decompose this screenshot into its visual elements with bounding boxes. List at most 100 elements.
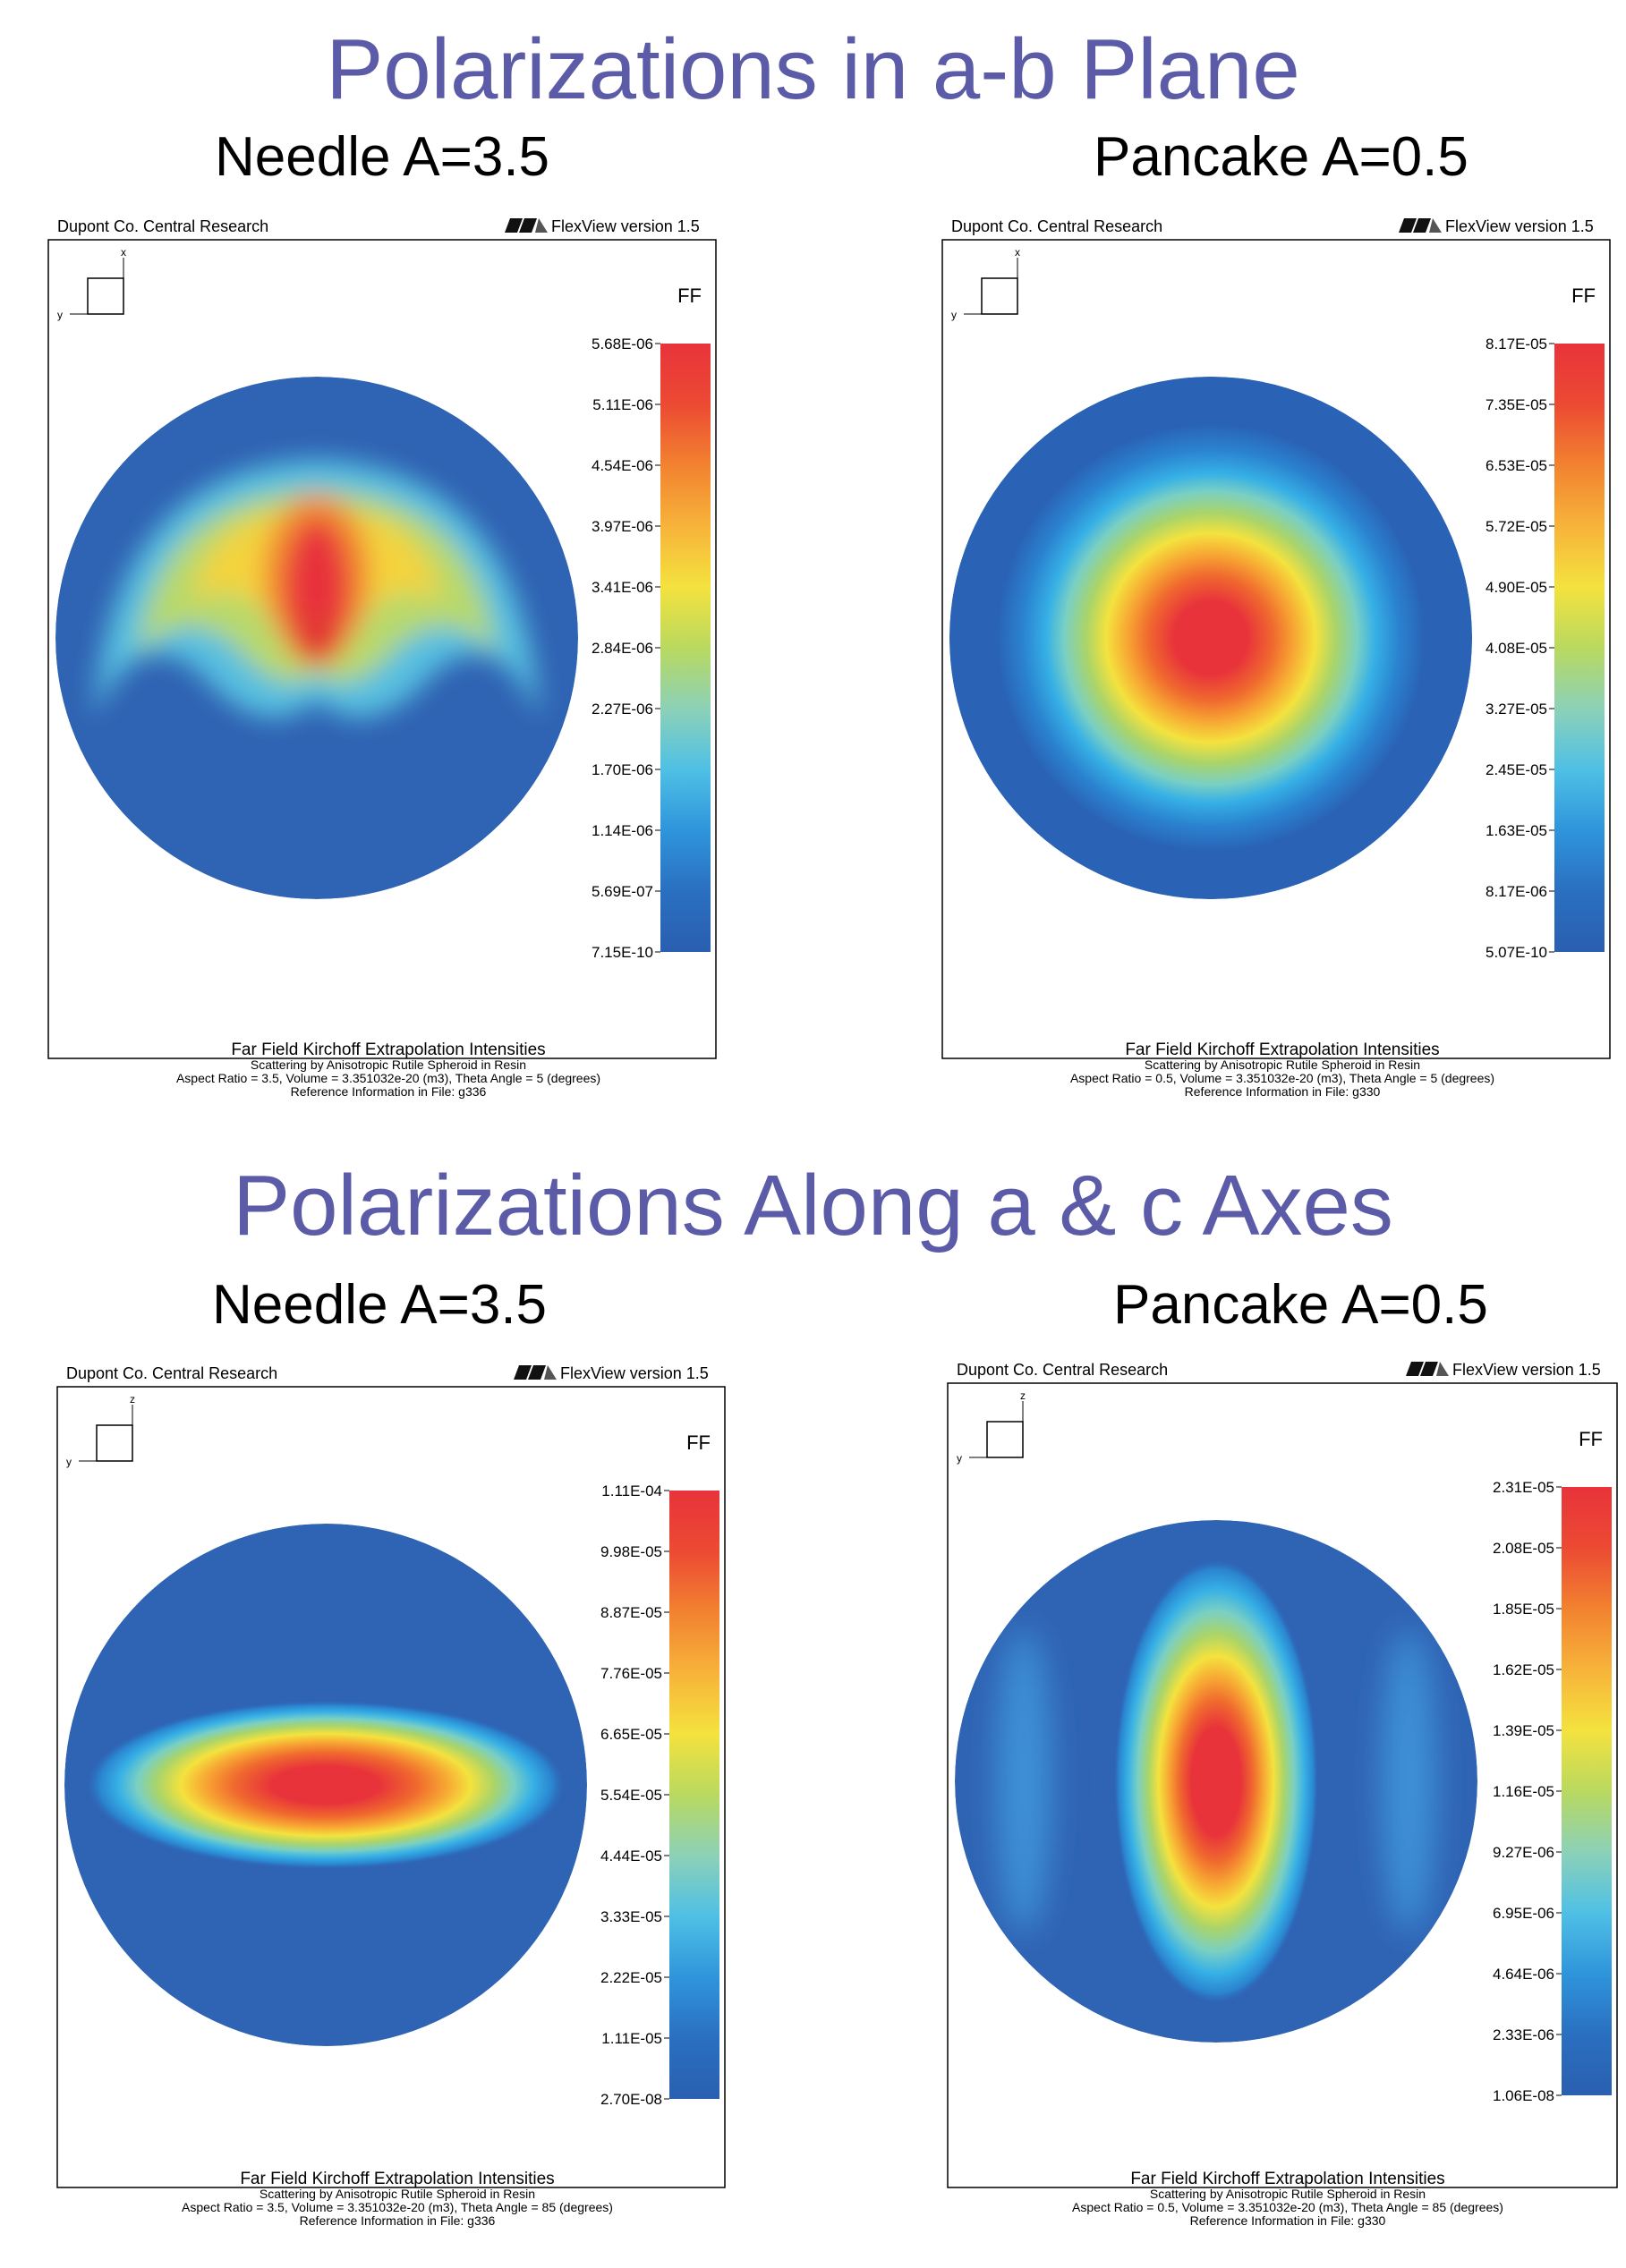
colorbar-tick-label: 6.95E-06 — [1493, 1905, 1554, 1922]
flexview-logo-icon — [1399, 218, 1442, 233]
plot-panel-needle-ac: Dupont Co. Central Research FlexView vers… — [56, 1364, 726, 2228]
footer-line-1: Scattering by Anisotropic Rutile Spheroi… — [1145, 1058, 1420, 1072]
section-title-ac: Polarizations Along a & c Axes — [233, 1158, 1393, 1253]
header-version: FlexView version 1.5 — [551, 217, 700, 235]
axis-triad-icon — [79, 1405, 133, 1462]
header-org: Dupont Co. Central Research — [957, 1361, 1168, 1379]
colorbar-tick-label: 1.14E-06 — [592, 822, 653, 839]
footer-line-3: Reference Information in File: g336 — [300, 2213, 496, 2228]
axis-horizontal-label: y — [951, 309, 957, 321]
header-org: Dupont Co. Central Research — [951, 217, 1162, 235]
colorbar-tick-label: 3.27E-05 — [1486, 701, 1547, 718]
footer-line-1: Scattering by Anisotropic Rutile Spheroi… — [260, 2187, 535, 2201]
colorbar-tick-label: 1.11E-05 — [601, 2030, 662, 2047]
axis-horizontal-label: y — [957, 1452, 962, 1465]
colorbar-tick-label: 7.35E-05 — [1486, 396, 1547, 413]
colorbar — [1554, 344, 1605, 952]
colorbar-tick-label: 9.98E-05 — [600, 1543, 662, 1560]
footer-title: Far Field Kirchoff Extrapolation Intensi… — [240, 2170, 554, 2188]
intensity-map — [955, 1520, 1477, 2043]
colorbar-tick-label: 1.39E-05 — [1493, 1722, 1554, 1739]
colorbar-tick-label: 2.45E-05 — [1486, 761, 1547, 778]
footer-title: Far Field Kirchoff Extrapolation Intensi… — [1125, 1041, 1439, 1059]
colorbar — [669, 1491, 719, 2099]
axis-horizontal-label: y — [57, 309, 63, 321]
plot-panel-pancake-ab: Dupont Co. Central Research FlexView vers… — [941, 217, 1611, 1099]
plot-panel-pancake-ac: Dupont Co. Central Research FlexView vers… — [947, 1361, 1618, 2228]
axis-horizontal-label: y — [66, 1456, 72, 1468]
colorbar-tick-label: 6.53E-05 — [1486, 457, 1547, 474]
footer-line-1: Scattering by Anisotropic Rutile Spheroi… — [251, 1058, 526, 1072]
legend-title: FF — [686, 1431, 711, 1454]
legend-title: FF — [677, 285, 702, 307]
colorbar-tick-label: 1.16E-05 — [1493, 1783, 1554, 1800]
footer-title: Far Field Kirchoff Extrapolation Intensi… — [1130, 2170, 1444, 2188]
footer-line-2: Aspect Ratio = 0.5, Volume = 3.351032e-2… — [1072, 2200, 1503, 2214]
legend-title: FF — [1571, 285, 1596, 307]
colorbar-tick-label: 1.85E-05 — [1493, 1601, 1554, 1618]
footer-line-1: Scattering by Anisotropic Rutile Spheroi… — [1150, 2187, 1426, 2201]
needle-label-ab: Needle A=3.5 — [215, 126, 550, 188]
section-title-ab: Polarizations in a-b Plane — [326, 21, 1300, 117]
colorbar-tick-label: 3.41E-06 — [592, 579, 653, 596]
flexview-logo-icon — [505, 218, 548, 233]
colorbar-tick-label: 4.64E-06 — [1493, 1966, 1554, 1983]
footer-line-3: Reference Information in File: g330 — [1185, 1084, 1381, 1099]
intensity-map — [55, 377, 578, 899]
colorbar-tick-label: 1.70E-06 — [592, 761, 653, 778]
axis-vertical-label: z — [1020, 1389, 1026, 1402]
colorbar-tick-label: 8.87E-05 — [600, 1604, 662, 1621]
flexview-logo-icon — [514, 1365, 557, 1380]
colorbar-tick-label: 4.44E-05 — [600, 1848, 662, 1865]
axis-vertical-label: z — [130, 1393, 135, 1406]
header-version: FlexView version 1.5 — [1445, 217, 1594, 235]
header-org: Dupont Co. Central Research — [66, 1364, 277, 1382]
colorbar-tick-label: 7.76E-05 — [600, 1665, 662, 1682]
colorbar-tick-label: 4.08E-05 — [1486, 640, 1547, 657]
colorbar-tick-label: 4.90E-05 — [1486, 579, 1547, 596]
colorbar-tick-label: 5.07E-10 — [1486, 944, 1547, 961]
header-version: FlexView version 1.5 — [560, 1364, 709, 1382]
flexview-logo-icon — [1406, 1362, 1449, 1376]
legend-title: FF — [1579, 1428, 1603, 1450]
colorbar-tick-label: 9.27E-06 — [1493, 1844, 1554, 1861]
colorbar-tick-label: 6.65E-05 — [600, 1726, 662, 1743]
colorbar — [1562, 1487, 1612, 2095]
colorbar-tick-label: 2.31E-05 — [1493, 1479, 1554, 1496]
axis-triad-icon — [969, 1401, 1024, 1458]
colorbar-tick-label: 3.97E-06 — [592, 518, 653, 535]
colorbar-tick-label: 1.63E-05 — [1486, 822, 1547, 839]
colorbar-tick-label: 3.33E-05 — [600, 1908, 662, 1925]
colorbar-tick-label: 8.17E-06 — [1486, 883, 1547, 900]
colorbar-tick-label: 5.54E-05 — [600, 1787, 662, 1804]
footer-line-2: Aspect Ratio = 0.5, Volume = 3.351032e-2… — [1070, 1071, 1494, 1085]
axis-vertical-label: x — [1015, 246, 1020, 259]
footer-title: Far Field Kirchoff Extrapolation Intensi… — [231, 1041, 545, 1059]
axis-triad-icon — [964, 258, 1018, 315]
colorbar-tick-label: 5.68E-06 — [592, 336, 653, 353]
colorbar-tick-label: 2.08E-05 — [1493, 1540, 1554, 1557]
header-version: FlexView version 1.5 — [1452, 1361, 1601, 1379]
footer-line-2: Aspect Ratio = 3.5, Volume = 3.351032e-2… — [176, 1071, 600, 1085]
colorbar-tick-label: 2.33E-06 — [1493, 2026, 1554, 2043]
needle-label-ac: Needle A=3.5 — [212, 1274, 548, 1336]
header-org: Dupont Co. Central Research — [57, 217, 268, 235]
plot-panel-needle-ab: Dupont Co. Central Research FlexView vers… — [47, 217, 717, 1099]
pancake-label-ac: Pancake A=0.5 — [1113, 1274, 1488, 1336]
colorbar-tick-label: 7.15E-10 — [592, 944, 653, 961]
colorbar-tick-label: 5.72E-05 — [1486, 518, 1547, 535]
colorbar-tick-label: 5.11E-06 — [592, 396, 653, 413]
colorbar-tick-label: 2.27E-06 — [592, 701, 653, 718]
footer-line-3: Reference Information in File: g330 — [1190, 2213, 1386, 2228]
footer-line-2: Aspect Ratio = 3.5, Volume = 3.351032e-2… — [182, 2200, 613, 2214]
colorbar-tick-label: 2.84E-06 — [592, 640, 653, 657]
axis-triad-icon — [70, 258, 124, 315]
colorbar-tick-label: 1.62E-05 — [1493, 1661, 1554, 1678]
colorbar-tick-label: 4.54E-06 — [592, 457, 653, 474]
colorbar-tick-label: 2.22E-05 — [600, 1969, 662, 1986]
axis-vertical-label: x — [121, 246, 126, 259]
colorbar-tick-label: 2.70E-08 — [600, 2091, 662, 2108]
colorbar-tick-label: 1.11E-04 — [601, 1482, 662, 1499]
intensity-map — [949, 377, 1472, 899]
colorbar — [660, 344, 711, 952]
